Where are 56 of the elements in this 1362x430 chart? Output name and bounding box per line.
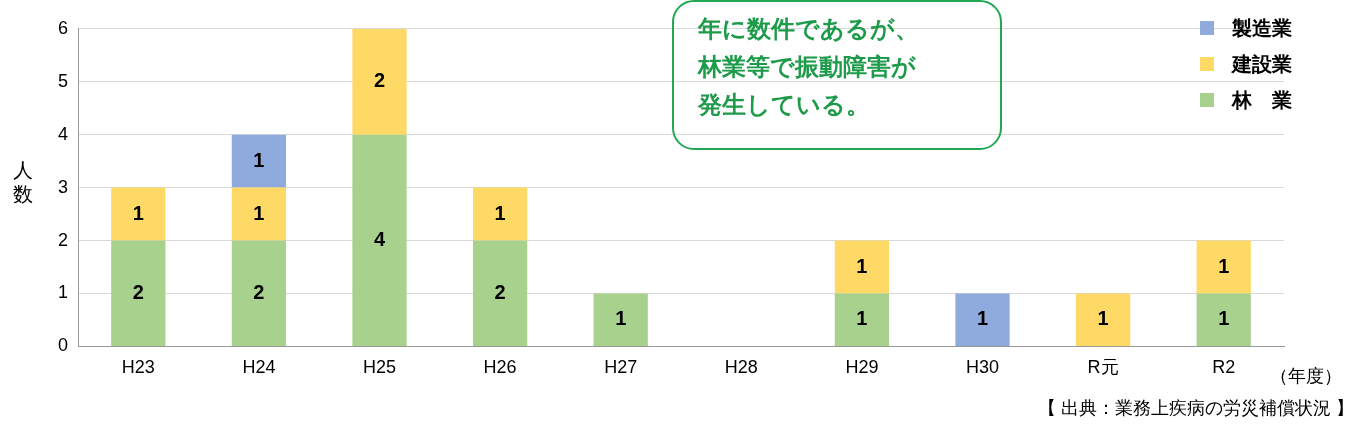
data-label: 2 — [132, 280, 144, 303]
data-label: 1 — [976, 307, 989, 330]
y-tick-label: 5 — [58, 70, 69, 91]
data-label: 1 — [132, 201, 144, 224]
annotation: 年に数件であるが、林業等で振動障害が発生している。 — [698, 14, 920, 120]
bar — [472, 187, 528, 241]
bar — [955, 293, 1010, 346]
data-label: 2 — [253, 280, 265, 303]
y-tick-label: 3 — [58, 176, 69, 197]
bar — [352, 134, 407, 346]
data-label: 1 — [1097, 307, 1109, 330]
data-label: 1 — [253, 148, 265, 171]
data-label: 1 — [494, 201, 506, 224]
bar — [834, 240, 890, 294]
x-tick-label: H24 — [242, 357, 276, 378]
data-label: 1 — [856, 307, 868, 330]
x-tick-label: H29 — [845, 357, 879, 378]
legend-label: 製造業 — [1232, 15, 1292, 41]
data-label: 2 — [494, 280, 506, 303]
y-tick-label: 4 — [58, 123, 69, 144]
x-axis-title: （年度） — [1270, 365, 1342, 388]
bar — [231, 134, 287, 188]
data-label: 1 — [856, 254, 868, 277]
legend-label: 林 業 — [1232, 87, 1292, 113]
data-label: 1 — [253, 201, 265, 224]
y-axis-title: 人数 — [12, 158, 34, 206]
x-tick-label: R2 — [1212, 357, 1236, 378]
x-tick-label: H23 — [121, 357, 155, 378]
y-tick-label: 6 — [58, 17, 69, 38]
bar — [352, 28, 407, 135]
x-tick-label: R元 — [1087, 357, 1119, 378]
bar — [111, 240, 166, 346]
text: 【 出典：業務上疾病の労災補償状況 】 — [1037, 397, 1354, 420]
y-tick-label: 1 — [58, 282, 69, 303]
data-label: 1 — [1218, 307, 1230, 330]
y-tick-label: 0 — [58, 335, 69, 356]
bar — [1196, 293, 1251, 346]
bar — [472, 240, 528, 346]
x-tick-label: H26 — [483, 357, 517, 378]
bar — [834, 293, 890, 346]
bar — [1196, 240, 1251, 294]
data-label: 1 — [1218, 254, 1230, 277]
bar — [231, 187, 287, 241]
bar — [1075, 293, 1131, 346]
data-label: 1 — [615, 307, 627, 330]
data-label: 2 — [373, 69, 386, 92]
x-tick-label: H30 — [965, 357, 1000, 378]
data-label: 4 — [373, 227, 386, 250]
bar — [111, 187, 166, 241]
x-tick-label: H28 — [724, 357, 758, 378]
x-tick-label: H27 — [604, 357, 638, 378]
y-tick-label: 2 — [58, 229, 69, 250]
legend-label: 建設業 — [1232, 51, 1292, 77]
bar — [231, 240, 287, 346]
x-tick-label: H25 — [362, 357, 397, 378]
bar — [593, 293, 648, 346]
